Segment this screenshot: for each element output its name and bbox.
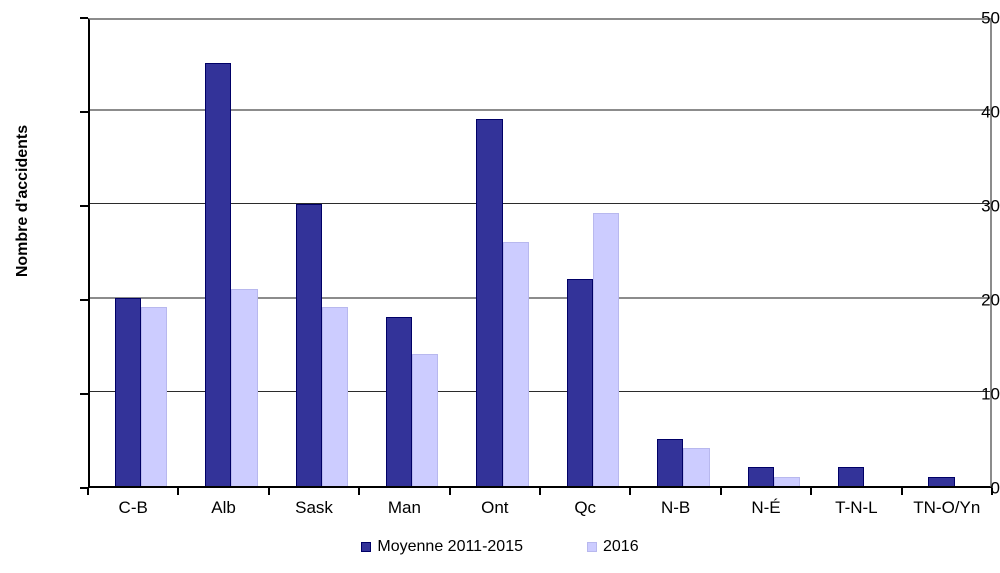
gridline bbox=[90, 109, 990, 111]
y-axis-title: Nombre d'accidents bbox=[14, 124, 31, 278]
bar bbox=[747, 467, 774, 486]
x-axis-tick-label: N-B bbox=[660, 498, 691, 517]
y-axis-tick bbox=[80, 17, 88, 19]
bar bbox=[386, 316, 413, 486]
x-axis-tick bbox=[900, 488, 903, 495]
y-axis-tick bbox=[80, 299, 88, 301]
bar bbox=[295, 204, 322, 486]
y-axis-tick bbox=[80, 111, 88, 113]
bar bbox=[566, 279, 594, 486]
bar bbox=[593, 213, 620, 486]
x-axis-tick bbox=[629, 488, 632, 495]
bar bbox=[657, 439, 684, 486]
x-axis-tick bbox=[448, 488, 451, 495]
y-axis-tick bbox=[80, 487, 88, 489]
legend: Moyenne 2011-2015 2016 bbox=[0, 538, 1000, 556]
legend-marker-swatch bbox=[587, 542, 597, 552]
y-axis-tick-label: 30 bbox=[981, 196, 1000, 216]
bar bbox=[321, 307, 349, 486]
bar bbox=[773, 476, 801, 486]
legend-marker-swatch bbox=[361, 542, 372, 552]
x-axis-tick-label: Man bbox=[387, 498, 421, 517]
y-axis-tick-label: 50 bbox=[981, 8, 1000, 28]
legend-item: 2016 bbox=[587, 538, 639, 556]
legend-label: 2016 bbox=[603, 538, 639, 555]
x-axis-tick bbox=[267, 488, 270, 495]
x-axis-tick-label: Ont bbox=[481, 498, 509, 517]
bar bbox=[231, 288, 258, 486]
x-axis-tick bbox=[177, 488, 180, 495]
x-axis-tick-label: C-B bbox=[118, 498, 148, 517]
y-axis-tick-label: 0 bbox=[990, 478, 1000, 498]
y-axis-tick-label: 10 bbox=[981, 384, 1000, 404]
plot-area bbox=[88, 18, 992, 488]
x-axis-tick-label: Alb bbox=[211, 498, 236, 517]
y-axis-tick-label: 40 bbox=[981, 102, 1000, 122]
x-axis-tick bbox=[810, 488, 813, 495]
bar bbox=[838, 467, 865, 486]
gridline bbox=[90, 297, 990, 299]
legend-item: Moyenne 2011-2015 bbox=[361, 538, 523, 556]
y-axis-tick-label: 20 bbox=[981, 290, 1000, 310]
bar bbox=[502, 241, 529, 486]
x-axis-tick bbox=[539, 488, 541, 495]
x-axis-tick-label: Qc bbox=[574, 498, 597, 517]
bar bbox=[114, 298, 142, 486]
y-axis-tick bbox=[80, 205, 88, 207]
x-axis-tick bbox=[991, 488, 993, 495]
bar bbox=[412, 354, 439, 486]
legend-label: Moyenne 2011-2015 bbox=[377, 538, 523, 555]
x-axis-tick-label: T-N-L bbox=[835, 498, 878, 517]
bar bbox=[928, 476, 955, 486]
x-axis-tick-label: TN-O/Yn bbox=[913, 498, 981, 517]
x-axis-tick bbox=[719, 488, 722, 495]
x-axis-tick bbox=[87, 488, 89, 495]
bar bbox=[683, 448, 710, 486]
gridline bbox=[90, 391, 990, 392]
x-axis-tick-label: N-É bbox=[751, 498, 781, 517]
y-axis-tick bbox=[80, 393, 88, 395]
gridline bbox=[90, 203, 990, 204]
bar bbox=[476, 119, 503, 486]
bar bbox=[205, 63, 232, 486]
x-axis-tick bbox=[358, 488, 361, 495]
bar bbox=[141, 307, 168, 486]
x-axis-tick-label: Sask bbox=[295, 498, 333, 517]
